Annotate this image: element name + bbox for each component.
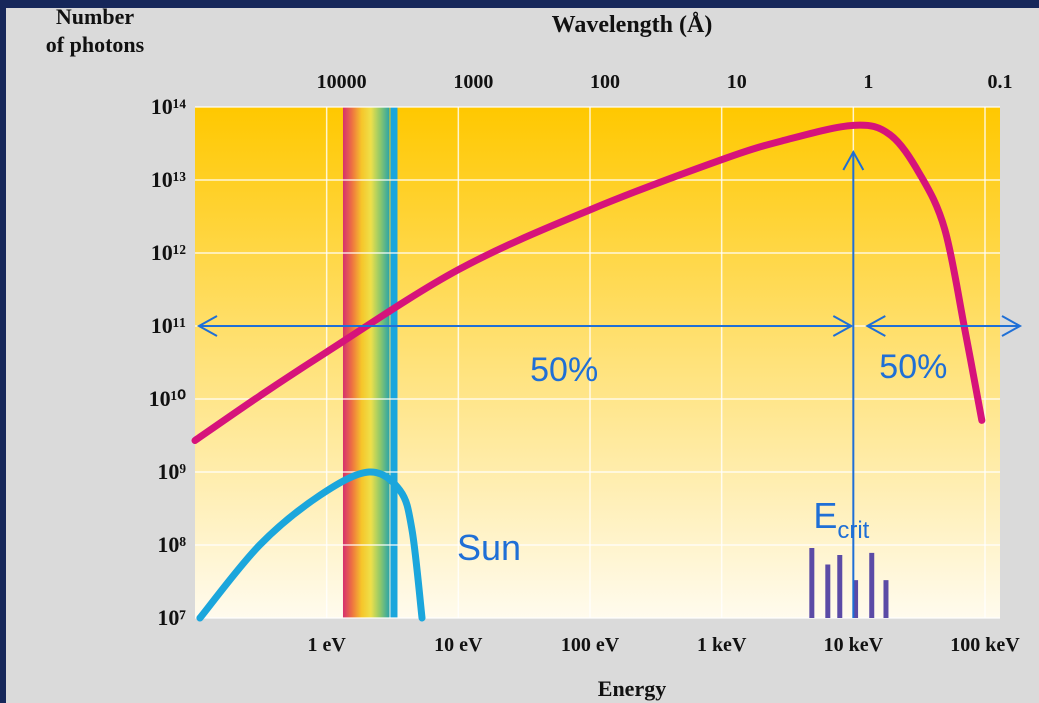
series-label: Sun bbox=[457, 527, 521, 568]
ecrit-sub: crit bbox=[837, 517, 869, 544]
band bbox=[343, 107, 390, 618]
x2-tick-label: 10 bbox=[727, 71, 747, 93]
x-axis-label: Energy bbox=[598, 676, 666, 701]
y-tick-label: 10¹² bbox=[151, 240, 187, 265]
x2-tick-label: 100 bbox=[590, 71, 620, 93]
y-tick-label: 10¹¹ bbox=[151, 313, 186, 338]
x-tick-label: 100 keV bbox=[950, 634, 1020, 656]
annotation: 50% bbox=[879, 348, 947, 386]
x-tick-label: 1 keV bbox=[697, 634, 747, 656]
y-tick-label: 10⁸ bbox=[157, 532, 186, 557]
y-tick-label: 10¹³ bbox=[151, 167, 187, 192]
y-axis-label: Number bbox=[56, 4, 134, 29]
y-tick-label: 10⁷ bbox=[157, 605, 186, 630]
x-tick-label: 10 eV bbox=[434, 634, 483, 656]
y-tick-label: 10¹⁰ bbox=[149, 386, 187, 411]
y-tick-label: 10⁹ bbox=[157, 459, 186, 484]
y-tick-label: 10¹⁴ bbox=[151, 94, 187, 119]
x2-tick-label: 1000 bbox=[453, 71, 493, 93]
annotation: 50% bbox=[530, 351, 598, 389]
x-tick-label: 1 eV bbox=[308, 634, 347, 656]
band bbox=[390, 107, 397, 618]
x-tick-label: 10 keV bbox=[824, 634, 884, 656]
chart: Number of photons Wavelength (Å) Energy … bbox=[0, 0, 1039, 703]
x2-axis-label: Wavelength (Å) bbox=[552, 12, 713, 38]
x-tick-label: 100 eV bbox=[561, 634, 620, 656]
x2-tick-label: 1 bbox=[863, 71, 873, 93]
page: Number of photons Wavelength (Å) Energy … bbox=[0, 0, 1039, 703]
ecrit-main: E bbox=[813, 495, 837, 536]
x2-tick-label: 10000 bbox=[317, 71, 367, 93]
x2-tick-label: 0.1 bbox=[988, 71, 1013, 93]
y-axis-label: of photons bbox=[46, 32, 145, 57]
